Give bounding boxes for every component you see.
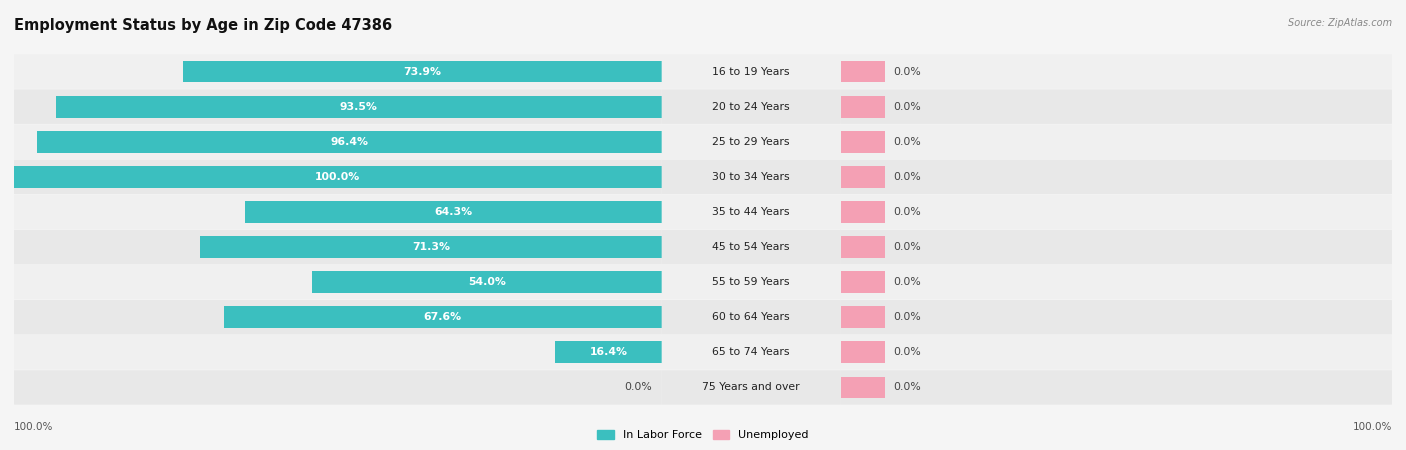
Bar (224, 306, 662, 328)
FancyBboxPatch shape (841, 90, 1392, 124)
FancyBboxPatch shape (662, 335, 841, 369)
Text: 73.9%: 73.9% (404, 67, 441, 76)
Text: 0.0%: 0.0% (893, 347, 921, 357)
Text: 0.0%: 0.0% (893, 312, 921, 322)
Text: 60 to 64 Years: 60 to 64 Years (713, 312, 790, 322)
Bar (841, 236, 884, 258)
FancyBboxPatch shape (662, 230, 841, 264)
FancyBboxPatch shape (662, 300, 841, 334)
Text: 67.6%: 67.6% (423, 312, 461, 322)
Bar (245, 201, 662, 223)
Bar (841, 131, 884, 153)
Bar (841, 342, 884, 363)
Text: 100.0%: 100.0% (1353, 422, 1392, 432)
Bar (56, 96, 662, 117)
FancyBboxPatch shape (841, 335, 1392, 369)
Text: 0.0%: 0.0% (893, 137, 921, 147)
Bar (38, 131, 662, 153)
Text: 0.0%: 0.0% (624, 382, 652, 392)
FancyBboxPatch shape (662, 90, 841, 124)
FancyBboxPatch shape (662, 125, 841, 159)
FancyBboxPatch shape (841, 54, 1392, 89)
FancyBboxPatch shape (841, 125, 1392, 159)
FancyBboxPatch shape (841, 370, 1392, 405)
FancyBboxPatch shape (14, 230, 662, 264)
FancyBboxPatch shape (14, 370, 662, 405)
Text: 75 Years and over: 75 Years and over (703, 382, 800, 392)
FancyBboxPatch shape (14, 90, 662, 124)
Text: 54.0%: 54.0% (468, 277, 506, 287)
Bar (14, 166, 662, 188)
Bar (841, 377, 884, 398)
FancyBboxPatch shape (14, 265, 662, 299)
Text: 30 to 34 Years: 30 to 34 Years (713, 172, 790, 182)
FancyBboxPatch shape (841, 160, 1392, 194)
Text: 0.0%: 0.0% (893, 207, 921, 217)
Text: 96.4%: 96.4% (330, 137, 368, 147)
FancyBboxPatch shape (841, 230, 1392, 264)
Text: 16.4%: 16.4% (589, 347, 627, 357)
FancyBboxPatch shape (841, 195, 1392, 229)
FancyBboxPatch shape (662, 265, 841, 299)
FancyBboxPatch shape (662, 370, 841, 405)
Text: 65 to 74 Years: 65 to 74 Years (713, 347, 790, 357)
Bar (841, 306, 884, 328)
Bar (555, 342, 662, 363)
Bar (312, 271, 662, 293)
Text: 71.3%: 71.3% (412, 242, 450, 252)
Text: 0.0%: 0.0% (893, 172, 921, 182)
Bar (841, 96, 884, 117)
Text: 16 to 19 Years: 16 to 19 Years (713, 67, 790, 76)
Text: 45 to 54 Years: 45 to 54 Years (713, 242, 790, 252)
Text: Employment Status by Age in Zip Code 47386: Employment Status by Age in Zip Code 473… (14, 18, 392, 33)
Bar (183, 61, 662, 82)
FancyBboxPatch shape (14, 160, 662, 194)
Text: 0.0%: 0.0% (893, 102, 921, 112)
Text: 25 to 29 Years: 25 to 29 Years (713, 137, 790, 147)
Text: 0.0%: 0.0% (893, 67, 921, 76)
Text: 93.5%: 93.5% (340, 102, 378, 112)
Text: 100.0%: 100.0% (315, 172, 360, 182)
Text: 35 to 44 Years: 35 to 44 Years (713, 207, 790, 217)
Text: 0.0%: 0.0% (893, 382, 921, 392)
Text: 100.0%: 100.0% (14, 422, 53, 432)
Text: Source: ZipAtlas.com: Source: ZipAtlas.com (1288, 18, 1392, 28)
FancyBboxPatch shape (662, 160, 841, 194)
FancyBboxPatch shape (14, 335, 662, 369)
FancyBboxPatch shape (14, 195, 662, 229)
FancyBboxPatch shape (662, 195, 841, 229)
Text: 64.3%: 64.3% (434, 207, 472, 217)
Legend: In Labor Force, Unemployed: In Labor Force, Unemployed (593, 425, 813, 445)
Bar (841, 271, 884, 293)
FancyBboxPatch shape (14, 54, 662, 89)
Text: 0.0%: 0.0% (893, 242, 921, 252)
FancyBboxPatch shape (841, 265, 1392, 299)
FancyBboxPatch shape (14, 300, 662, 334)
Bar (841, 61, 884, 82)
Text: 0.0%: 0.0% (893, 277, 921, 287)
Text: 55 to 59 Years: 55 to 59 Years (713, 277, 790, 287)
FancyBboxPatch shape (841, 300, 1392, 334)
Bar (841, 166, 884, 188)
FancyBboxPatch shape (662, 54, 841, 89)
Bar (200, 236, 662, 258)
Text: 20 to 24 Years: 20 to 24 Years (713, 102, 790, 112)
FancyBboxPatch shape (14, 125, 662, 159)
Bar (841, 201, 884, 223)
